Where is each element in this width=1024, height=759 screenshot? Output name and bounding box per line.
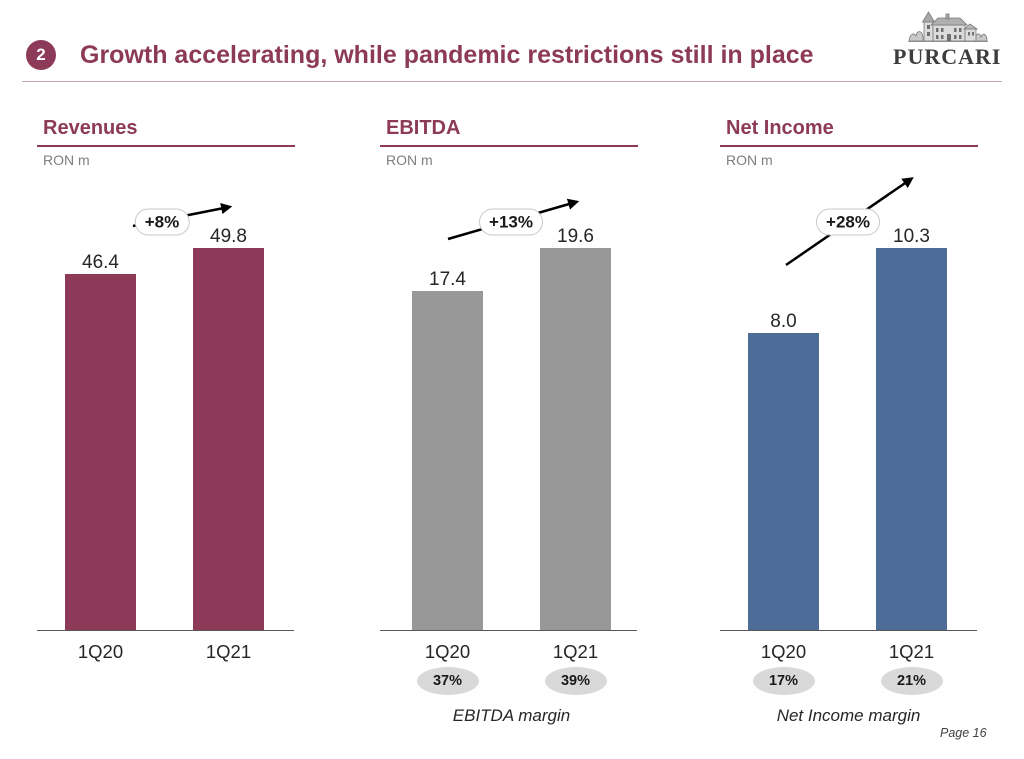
x-tick-label-1q21: 1Q21 xyxy=(888,641,935,662)
margin-caption: Net Income margin xyxy=(776,706,921,725)
margin-badge-value: 17% xyxy=(752,667,815,695)
revenues-panel: Revenues RON m 46.4 49.8 1Q20 1Q21 +8% xyxy=(37,110,295,740)
margin-badge-1q20: 37% xyxy=(412,667,483,695)
growth-badge: +13% xyxy=(479,208,543,236)
growth-badge: +8% xyxy=(134,208,190,236)
margin-badge-value: 21% xyxy=(880,667,943,695)
bar-plot: 46.4 49.8 xyxy=(37,110,295,630)
growth-badge: +28% xyxy=(816,208,880,236)
purcari-logo: PURCARI xyxy=(890,8,1004,70)
panel-title: Net Income xyxy=(726,117,834,139)
net-income-bar-1q21 xyxy=(876,248,947,630)
ebitda-bar-1q20 xyxy=(412,290,483,630)
panel-title-underline xyxy=(720,145,978,147)
margin-badge-1q20: 17% xyxy=(748,667,819,695)
panel-title-underline xyxy=(37,145,295,147)
section-number-badge: 2 xyxy=(26,40,56,70)
x-tick-label-1q21: 1Q21 xyxy=(552,641,599,662)
x-axis-line xyxy=(720,630,977,631)
title-divider xyxy=(22,81,1002,82)
bar-plot: 17.4 19.6 xyxy=(380,110,638,630)
data-label-1q20: 8.0 xyxy=(770,311,797,333)
revenues-bar-1q20 xyxy=(65,274,136,630)
panel-title: EBITDA xyxy=(386,117,461,139)
unit-label: RON m xyxy=(386,152,433,168)
panel-title-underline xyxy=(380,145,638,147)
margin-badge-1q21: 39% xyxy=(540,667,611,695)
data-label-1q20: 17.4 xyxy=(429,268,466,290)
x-tick-label-1q20: 1Q20 xyxy=(424,641,471,662)
ebitda-bar-1q21 xyxy=(540,248,611,630)
x-axis-line xyxy=(380,630,637,631)
data-label-1q20: 46.4 xyxy=(82,252,119,274)
x-axis-line xyxy=(37,630,294,631)
slide-title: Growth accelerating, while pandemic rest… xyxy=(80,41,814,69)
margin-badge-1q21: 21% xyxy=(876,667,947,695)
bar-plot: 8.0 10.3 xyxy=(720,110,978,630)
x-tick-label-1q21: 1Q21 xyxy=(205,641,252,662)
data-label-1q21: 19.6 xyxy=(557,226,594,247)
logo-building-icon xyxy=(908,11,988,42)
page-number: Page 16 xyxy=(940,726,987,740)
ebitda-panel: EBITDA RON m 17.4 19.6 1Q20 1Q21 +13% 37… xyxy=(380,110,638,740)
logo-wordmark: PURCARI xyxy=(893,44,1002,69)
panel-title: Revenues xyxy=(43,117,138,139)
unit-label: RON m xyxy=(43,152,90,168)
data-label-1q21: 10.3 xyxy=(893,226,930,247)
unit-label: RON m xyxy=(726,152,773,168)
net-income-bar-1q20 xyxy=(748,333,819,630)
margin-caption: EBITDA margin xyxy=(452,706,571,725)
margin-badge-value: 39% xyxy=(544,667,607,695)
net-income-panel: Net Income RON m 8.0 10.3 1Q20 1Q21 +28%… xyxy=(720,110,978,740)
margin-badge-value: 37% xyxy=(416,667,479,695)
x-tick-label-1q20: 1Q20 xyxy=(77,641,124,662)
data-label-1q21: 49.8 xyxy=(210,226,247,247)
revenues-bar-1q21 xyxy=(193,248,264,630)
x-tick-label-1q20: 1Q20 xyxy=(760,641,807,662)
